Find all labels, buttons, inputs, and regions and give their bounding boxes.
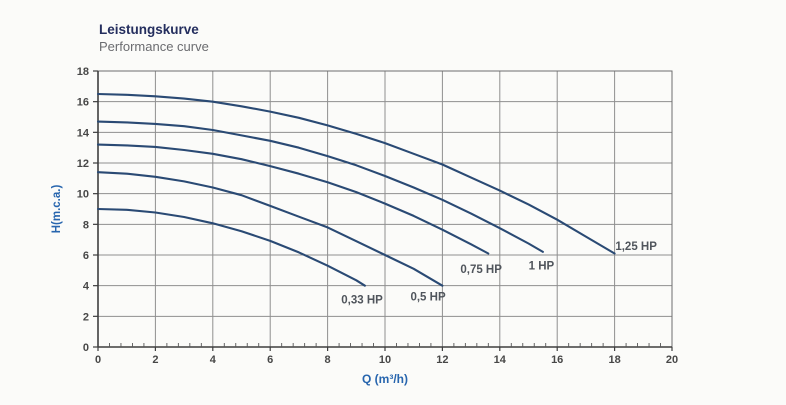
x-tick-label: 4 [210, 354, 217, 366]
y-tick-label: 14 [77, 127, 90, 139]
y-tick-label: 10 [77, 189, 89, 201]
y-tick-label: 2 [83, 311, 89, 323]
y-axis-title: H(m.c.a.) [51, 184, 63, 234]
curve-1-25-hp [96, 92, 616, 255]
x-tick-label: 10 [379, 354, 391, 366]
chart-title: Leistungskurve [99, 22, 199, 37]
curve-0-5-hp [96, 171, 444, 287]
curve-1-hp [96, 120, 544, 253]
curve-label-0-75-hp: 0,75 HP [460, 264, 502, 276]
curve-label-1-25-hp: 1,25 HP [615, 241, 657, 253]
chart-header: Leistungskurve Performance curve [99, 22, 209, 55]
curve-label-0-33-hp: 0,33 HP [341, 294, 383, 306]
x-tick-label: 14 [494, 354, 507, 366]
y-tick-label: 16 [77, 97, 89, 109]
chart-subtitle: Performance curve [99, 39, 209, 55]
x-tick-label: 12 [436, 354, 448, 366]
curve-0-33-hp [96, 207, 366, 287]
x-tick-label: 0 [95, 354, 101, 366]
y-tick-label: 8 [83, 219, 89, 231]
x-tick-label: 2 [152, 354, 158, 366]
y-tick-label: 18 [77, 66, 89, 78]
curve-label-0-5-hp: 0,5 HP [410, 291, 445, 303]
x-tick-label: 6 [267, 354, 273, 366]
y-tick-label: 4 [83, 281, 90, 293]
x-tick-label: 18 [608, 354, 620, 366]
curve-0-75-hp [96, 143, 490, 255]
y-tick-label: 0 [83, 342, 89, 354]
curve-label-1-hp: 1 HP [529, 261, 555, 273]
y-tick-label: 12 [77, 158, 89, 170]
y-tick-label: 6 [83, 250, 89, 262]
x-tick-label: 20 [666, 354, 678, 366]
x-tick-label: 8 [325, 354, 331, 366]
x-tick-label: 16 [551, 354, 563, 366]
x-axis-title: Q (m³/h) [362, 372, 408, 386]
